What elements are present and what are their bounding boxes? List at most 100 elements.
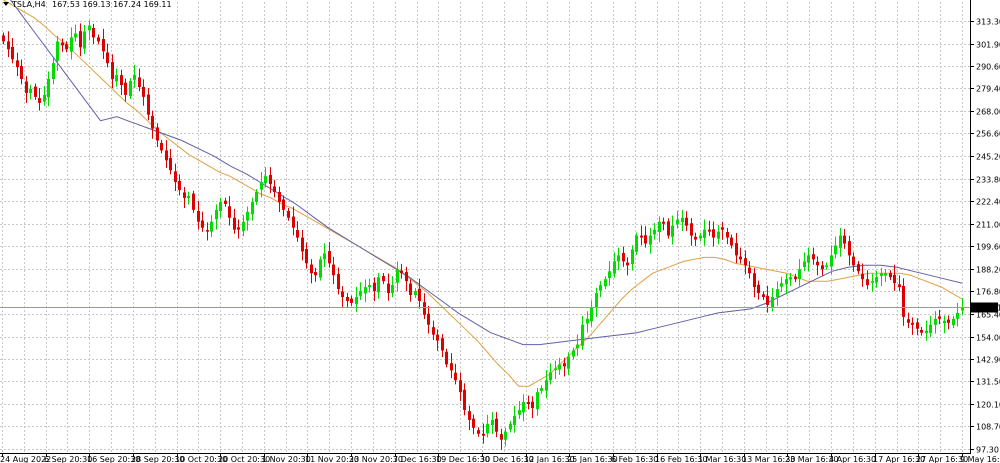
bear-candle bbox=[712, 229, 715, 238]
bull-candle bbox=[391, 285, 394, 294]
bear-candle bbox=[821, 265, 824, 270]
bear-candle bbox=[314, 272, 317, 276]
bull-candle bbox=[608, 271, 611, 278]
bear-candle bbox=[38, 98, 41, 103]
bear-candle bbox=[341, 291, 344, 298]
bull-candle bbox=[830, 255, 833, 267]
bull-candle bbox=[880, 273, 883, 277]
bull-candle bbox=[943, 320, 946, 324]
bull-candle bbox=[88, 25, 91, 31]
bull-candle bbox=[604, 279, 607, 287]
bull-candle bbox=[29, 88, 32, 93]
bull-candle bbox=[319, 259, 322, 278]
bull-candle bbox=[599, 285, 602, 291]
last-price-tag-bg bbox=[971, 302, 998, 313]
bull-candle bbox=[255, 192, 258, 202]
bear-candle bbox=[690, 223, 693, 236]
bear-candle bbox=[902, 285, 905, 317]
bear-candle bbox=[305, 249, 308, 264]
bear-candle bbox=[527, 402, 530, 405]
bull-candle bbox=[368, 285, 371, 288]
bull-candle bbox=[210, 221, 213, 232]
bear-candle bbox=[292, 216, 295, 228]
bull-candle bbox=[536, 392, 539, 410]
y-tick-label: 165.40 bbox=[976, 311, 1000, 320]
bear-candle bbox=[65, 44, 68, 50]
bear-candle bbox=[644, 235, 647, 244]
y-tick-label: 97.30 bbox=[976, 446, 999, 455]
bear-candle bbox=[310, 264, 313, 274]
bull-candle bbox=[74, 33, 77, 38]
bull-candle bbox=[133, 75, 136, 80]
bull-candle bbox=[513, 415, 516, 426]
bear-candle bbox=[124, 82, 127, 95]
bull-candle bbox=[613, 261, 616, 274]
bull-candle bbox=[671, 225, 674, 237]
bear-candle bbox=[197, 211, 200, 222]
x-tick-label: 27 Apr 16:30 bbox=[916, 455, 968, 463]
y-tick-label: 131.50 bbox=[976, 378, 1000, 387]
y-tick-labels: 313.30 301.90 290.60 279.40 268.00 256.60 245.… bbox=[970, 18, 1000, 455]
bear-candle bbox=[662, 221, 665, 224]
candles bbox=[2, 20, 964, 450]
bull-candle bbox=[676, 219, 679, 225]
bull-candle bbox=[522, 402, 525, 413]
bear-candle bbox=[441, 338, 444, 351]
bull-candle bbox=[549, 372, 552, 381]
bull-candle bbox=[590, 306, 593, 322]
bear-candle bbox=[273, 186, 276, 193]
bear-candle bbox=[418, 288, 421, 301]
bull-candle bbox=[798, 269, 801, 280]
bull-candle bbox=[364, 287, 367, 294]
x-tick-label: 17 Apr 16:30 bbox=[873, 455, 925, 463]
bull-candle bbox=[396, 269, 399, 283]
bear-candle bbox=[907, 319, 910, 323]
bear-candle bbox=[730, 237, 733, 246]
bear-candle bbox=[708, 229, 711, 232]
y-tick-label: 313.30 bbox=[976, 18, 1000, 27]
bear-candle bbox=[2, 35, 5, 42]
bull-candle bbox=[355, 297, 358, 305]
bear-candle bbox=[11, 46, 14, 60]
bull-candle bbox=[789, 277, 792, 280]
bear-candle bbox=[287, 211, 290, 218]
bull-candle bbox=[825, 265, 828, 267]
bear-candle bbox=[753, 273, 756, 288]
bear-candle bbox=[916, 322, 919, 329]
bear-candle bbox=[282, 199, 285, 210]
bull-candle bbox=[803, 261, 806, 267]
x-tick-label: 19 Dec 16:30 bbox=[436, 455, 490, 463]
x-tick-label: 1 Nov 20:30 bbox=[262, 455, 311, 463]
triangle-down-icon[interactable] bbox=[3, 2, 9, 6]
bear-candle bbox=[301, 237, 304, 252]
bull-candle bbox=[52, 63, 55, 80]
bear-candle bbox=[156, 127, 159, 141]
ma-slow-line bbox=[9, 0, 963, 346]
x-tick-label: 16 Sep 20:30 bbox=[87, 455, 140, 463]
bear-candle bbox=[739, 256, 742, 260]
bull-candle bbox=[260, 182, 263, 190]
bull-candle bbox=[545, 380, 548, 391]
y-tick-label: 199.60 bbox=[976, 243, 1000, 252]
bear-candle bbox=[852, 256, 855, 266]
bear-candle bbox=[626, 262, 629, 266]
bull-candle bbox=[956, 312, 959, 319]
bull-candle bbox=[43, 94, 46, 102]
bull-candle bbox=[558, 364, 561, 370]
bear-candle bbox=[34, 86, 37, 97]
bear-candle bbox=[482, 433, 485, 436]
bear-candle bbox=[92, 27, 95, 38]
x-tick-label: 1 Mar 16:30 bbox=[698, 455, 746, 463]
bear-candle bbox=[427, 313, 430, 325]
bull-candle bbox=[780, 283, 783, 287]
y-tick-label: 233.80 bbox=[976, 176, 1000, 185]
bear-candle bbox=[898, 284, 901, 288]
x-tick-label: 16 Feb 16:30 bbox=[655, 455, 707, 463]
bull-candle bbox=[56, 41, 59, 61]
bear-candle bbox=[735, 243, 738, 256]
bear-candle bbox=[138, 77, 141, 87]
bear-candle bbox=[459, 380, 462, 393]
bear-candle bbox=[843, 235, 846, 244]
bull-candle bbox=[934, 318, 937, 325]
